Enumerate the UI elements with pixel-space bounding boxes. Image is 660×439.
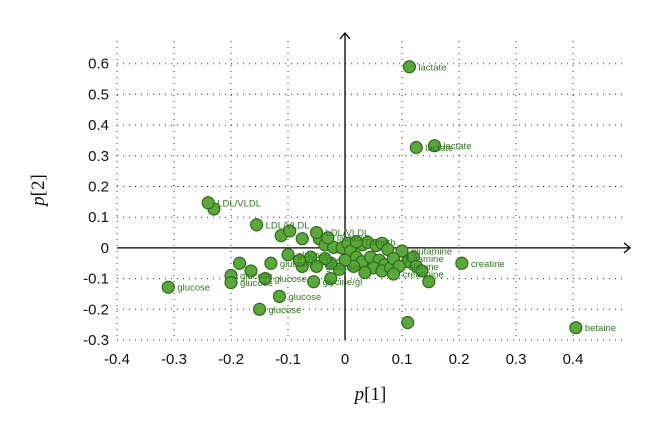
- y-tick-label: -0.3: [83, 332, 109, 349]
- data-point: [292, 253, 306, 267]
- y-tick-label: -0.2: [83, 301, 109, 318]
- point-labels: lactatelactatelactateLDL/VLDLLDL/VLDLLDL…: [177, 62, 616, 334]
- data-point: [161, 280, 175, 294]
- x-axis-title: p[1]: [353, 384, 387, 405]
- y-tick-label: -0.1: [83, 271, 109, 288]
- data-point: [415, 264, 429, 278]
- data-point: [309, 259, 324, 273]
- x-tick-label: 0.1: [392, 351, 413, 368]
- point-label: LDL/VLDL: [217, 198, 261, 209]
- y-tick-label: 0.3: [88, 148, 109, 165]
- data-point: [281, 248, 295, 262]
- data-point: [272, 289, 287, 304]
- point-label: alanine: [408, 262, 439, 273]
- data-point: [358, 265, 372, 280]
- point-label: glucose: [326, 262, 359, 273]
- y-axis-title: p[2]: [28, 174, 49, 208]
- data-point: [252, 302, 267, 316]
- x-tick-label: -0.2: [218, 351, 244, 368]
- data-point: [283, 224, 297, 238]
- point-label: glutamine: [411, 246, 452, 257]
- data-point: [569, 321, 583, 335]
- y-tick-label: 0: [101, 240, 109, 257]
- point-label: glycine/gl: [323, 277, 363, 288]
- x-tick-label: -0.3: [161, 351, 187, 368]
- y-tick-label: 0.2: [88, 179, 109, 196]
- point-label: glutamine: [402, 254, 443, 265]
- point-label: LDL/VLDL: [266, 220, 310, 231]
- x-tick-label: 0: [341, 351, 349, 368]
- x-tick-label: -0.1: [275, 351, 301, 368]
- data-point: [324, 272, 338, 286]
- point-label: glucose: [297, 250, 330, 261]
- point-label: betaine: [585, 323, 616, 334]
- y-tick-label: 0.6: [88, 56, 109, 73]
- point-label: glucose: [240, 271, 273, 282]
- data-point: [422, 275, 436, 289]
- point-label: glucose: [274, 274, 307, 285]
- data-point: [409, 140, 423, 155]
- data-point: [427, 139, 442, 153]
- point-label: lactate: [337, 233, 365, 244]
- point-label: lactate: [443, 141, 471, 152]
- point-label: lactate: [425, 143, 453, 154]
- data-point: [401, 315, 415, 330]
- x-tick-label: 0.3: [506, 351, 527, 368]
- data-point: [307, 275, 321, 289]
- data-point: [258, 272, 272, 286]
- data-point: [244, 264, 258, 278]
- data-point: [295, 232, 309, 246]
- point-label: glucose: [308, 256, 341, 267]
- point-label: LDL/VLDL: [326, 228, 370, 239]
- data-point: [395, 244, 409, 258]
- y-tick-label: 0.4: [88, 117, 109, 134]
- data-point: [309, 225, 324, 240]
- data-point: [318, 252, 332, 266]
- data-point: [232, 256, 247, 270]
- grid-lines: [116, 41, 622, 341]
- point-label: creatinine: [402, 269, 443, 280]
- x-tick-label: 0.4: [563, 351, 584, 368]
- axes: [117, 31, 632, 340]
- point-label: glucose: [177, 283, 210, 294]
- x-tick-label: -0.4: [104, 351, 130, 368]
- data-point: [402, 60, 417, 74]
- data-point: [386, 267, 401, 281]
- x-tick-label: 0.2: [449, 351, 470, 368]
- point-label: glucose: [269, 305, 302, 316]
- point-label: glucose: [240, 278, 273, 289]
- data-points: [161, 60, 583, 335]
- data-point: [250, 218, 264, 232]
- data-point: [201, 196, 215, 210]
- point-label: glucose: [288, 292, 321, 303]
- data-point: [455, 256, 469, 270]
- y-tick-label: 0.1: [88, 209, 109, 226]
- point-label: creatine: [471, 259, 505, 270]
- y-axis-arrowhead: [339, 31, 351, 40]
- data-point: [321, 231, 335, 245]
- data-point: [224, 275, 238, 290]
- tick-labels: -0.4 -0.3 -0.2 -0.1 0 0.1 0.2 0.3 0.4 -0.3 -0.2 -0.…: [83, 56, 583, 368]
- data-point: [264, 256, 278, 270]
- point-label: lactate: [418, 62, 446, 73]
- point-label: Dimeth: [365, 237, 395, 248]
- point-label: glucose: [280, 259, 313, 270]
- y-tick-label: 0.5: [88, 86, 109, 103]
- x-axis-arrowhead: [623, 242, 632, 254]
- data-point: [349, 235, 363, 249]
